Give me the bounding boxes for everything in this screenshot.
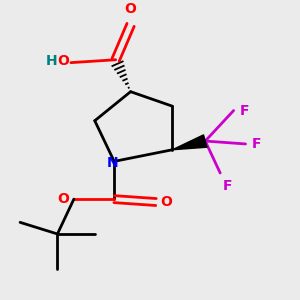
Text: O: O <box>160 195 172 209</box>
Text: N: N <box>107 156 118 170</box>
Text: O: O <box>58 192 69 206</box>
Text: O: O <box>125 2 136 16</box>
Polygon shape <box>172 135 207 150</box>
Text: F: F <box>240 103 249 118</box>
Text: F: F <box>251 137 261 151</box>
Text: F: F <box>223 179 233 193</box>
Text: O: O <box>58 54 69 68</box>
Text: H: H <box>46 54 57 68</box>
